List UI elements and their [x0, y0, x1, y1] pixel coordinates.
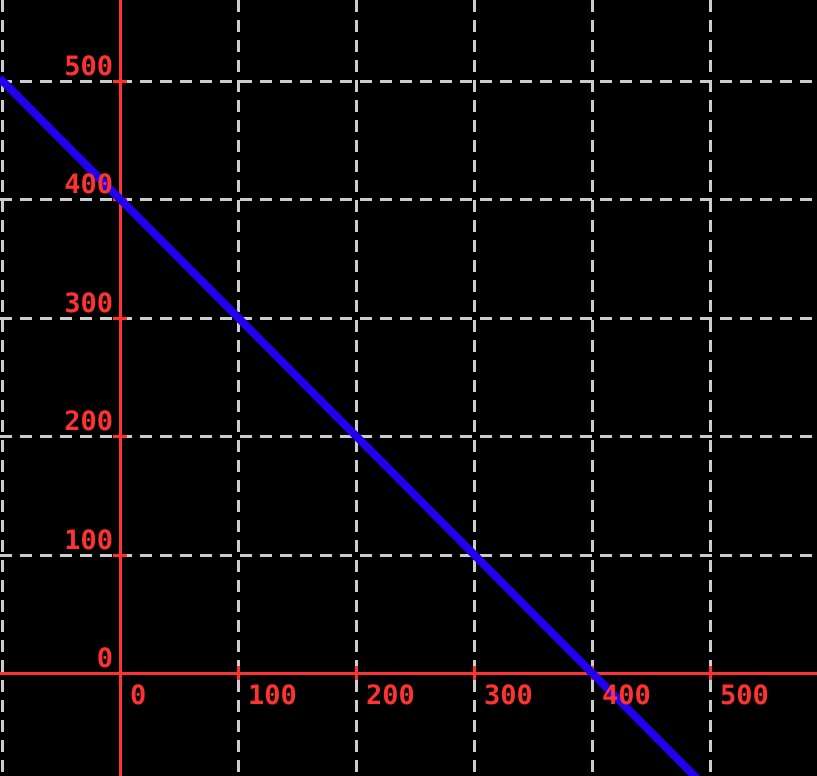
y-tick-label: 400 [64, 169, 113, 200]
y-tick-label: 300 [64, 287, 113, 319]
x-tick-label: 200 [366, 680, 415, 711]
x-tick-label: 100 [248, 680, 297, 711]
grid-horizontal-group [0, 80, 817, 557]
grid-vertical-group [1, 0, 712, 776]
x-tick-label: 300 [484, 680, 533, 711]
y-tick-label: 200 [64, 406, 113, 437]
y-tick-label: 100 [64, 524, 113, 556]
data-series-line [0, 75, 701, 776]
x-tick-label: 400 [602, 680, 651, 711]
y-tick-label: 500 [64, 50, 113, 82]
y-tick-label: 0 [96, 643, 113, 674]
x-tick-label: 0 [130, 680, 147, 711]
x-tick-label: 500 [720, 680, 769, 711]
